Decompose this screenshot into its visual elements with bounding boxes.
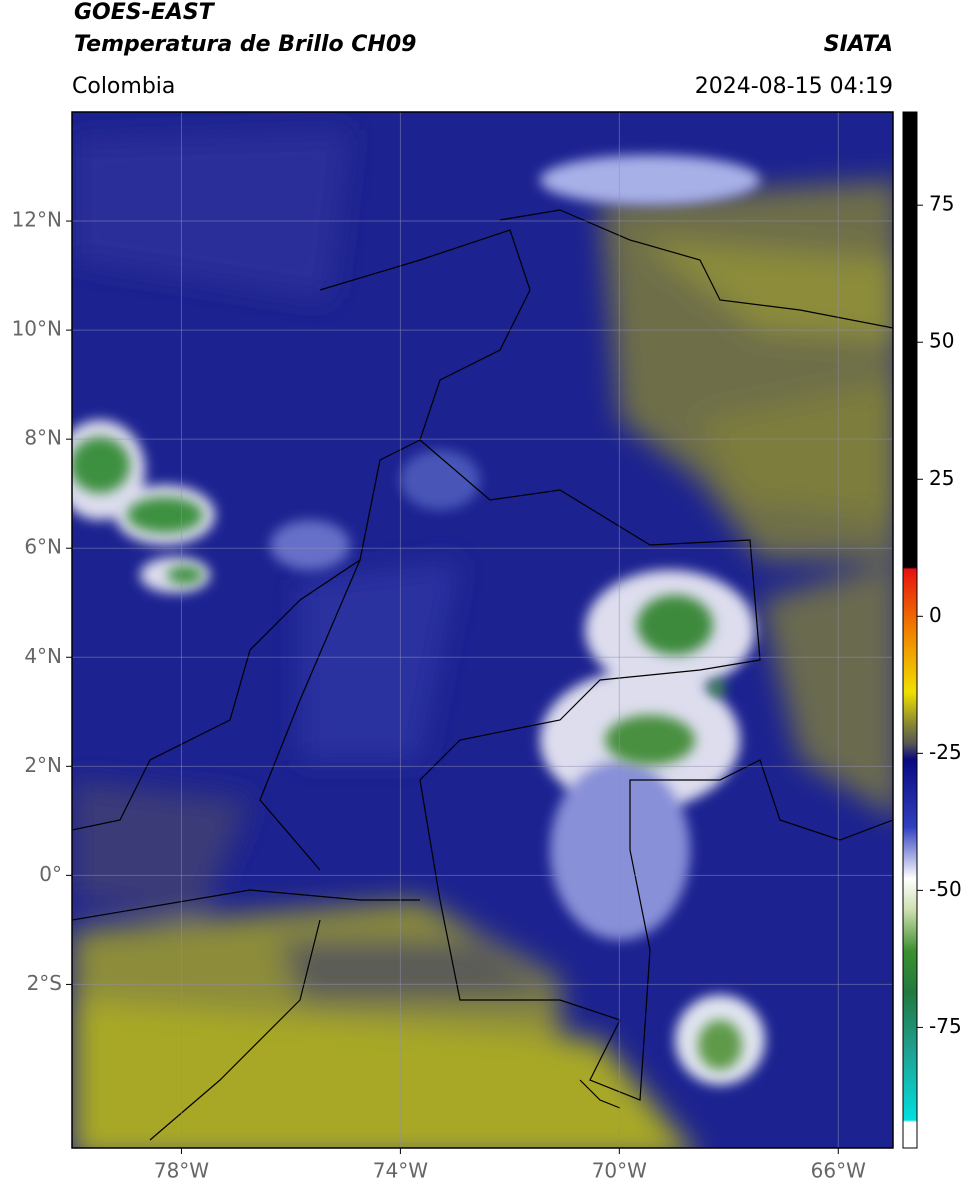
y-tick-label: 12°N xyxy=(12,208,62,232)
colorbar-tick-label: -25 xyxy=(929,740,962,764)
satellite-imagery xyxy=(72,112,893,1148)
y-tick-label: 0° xyxy=(39,862,62,886)
colorbar-tick-label: 0 xyxy=(929,603,942,627)
region: Colombia xyxy=(72,74,175,99)
colorbar-tick-label: 50 xyxy=(929,329,954,353)
y-tick-label: 2°N xyxy=(24,753,62,777)
colorbar-tick-label: -50 xyxy=(929,877,962,901)
timestamp: 2024-08-15 04:19 xyxy=(695,74,893,99)
x-tick-label: 70°W xyxy=(592,1159,647,1183)
colorbar-tick-label: 25 xyxy=(929,466,954,490)
colorbar-tick-label: -75 xyxy=(929,1014,962,1038)
source: SIATA xyxy=(824,32,893,57)
x-tick-label: 78°W xyxy=(154,1159,209,1183)
colorbar-tick-label: 75 xyxy=(929,192,954,216)
map-frame xyxy=(71,111,894,1149)
y-tick-label: 6°N xyxy=(24,535,62,559)
y-tick-label: 10°N xyxy=(12,317,62,341)
y-tick-label: 2°S xyxy=(27,971,62,995)
title: GOES-EAST xyxy=(74,0,216,25)
x-tick-label: 74°W xyxy=(373,1159,428,1183)
colorbar xyxy=(902,111,918,1149)
y-tick-label: 8°N xyxy=(24,426,62,450)
y-tick-label: 4°N xyxy=(24,644,62,668)
subtitle: Temperatura de Brillo CH09 xyxy=(74,32,416,57)
x-tick-label: 66°W xyxy=(811,1159,866,1183)
